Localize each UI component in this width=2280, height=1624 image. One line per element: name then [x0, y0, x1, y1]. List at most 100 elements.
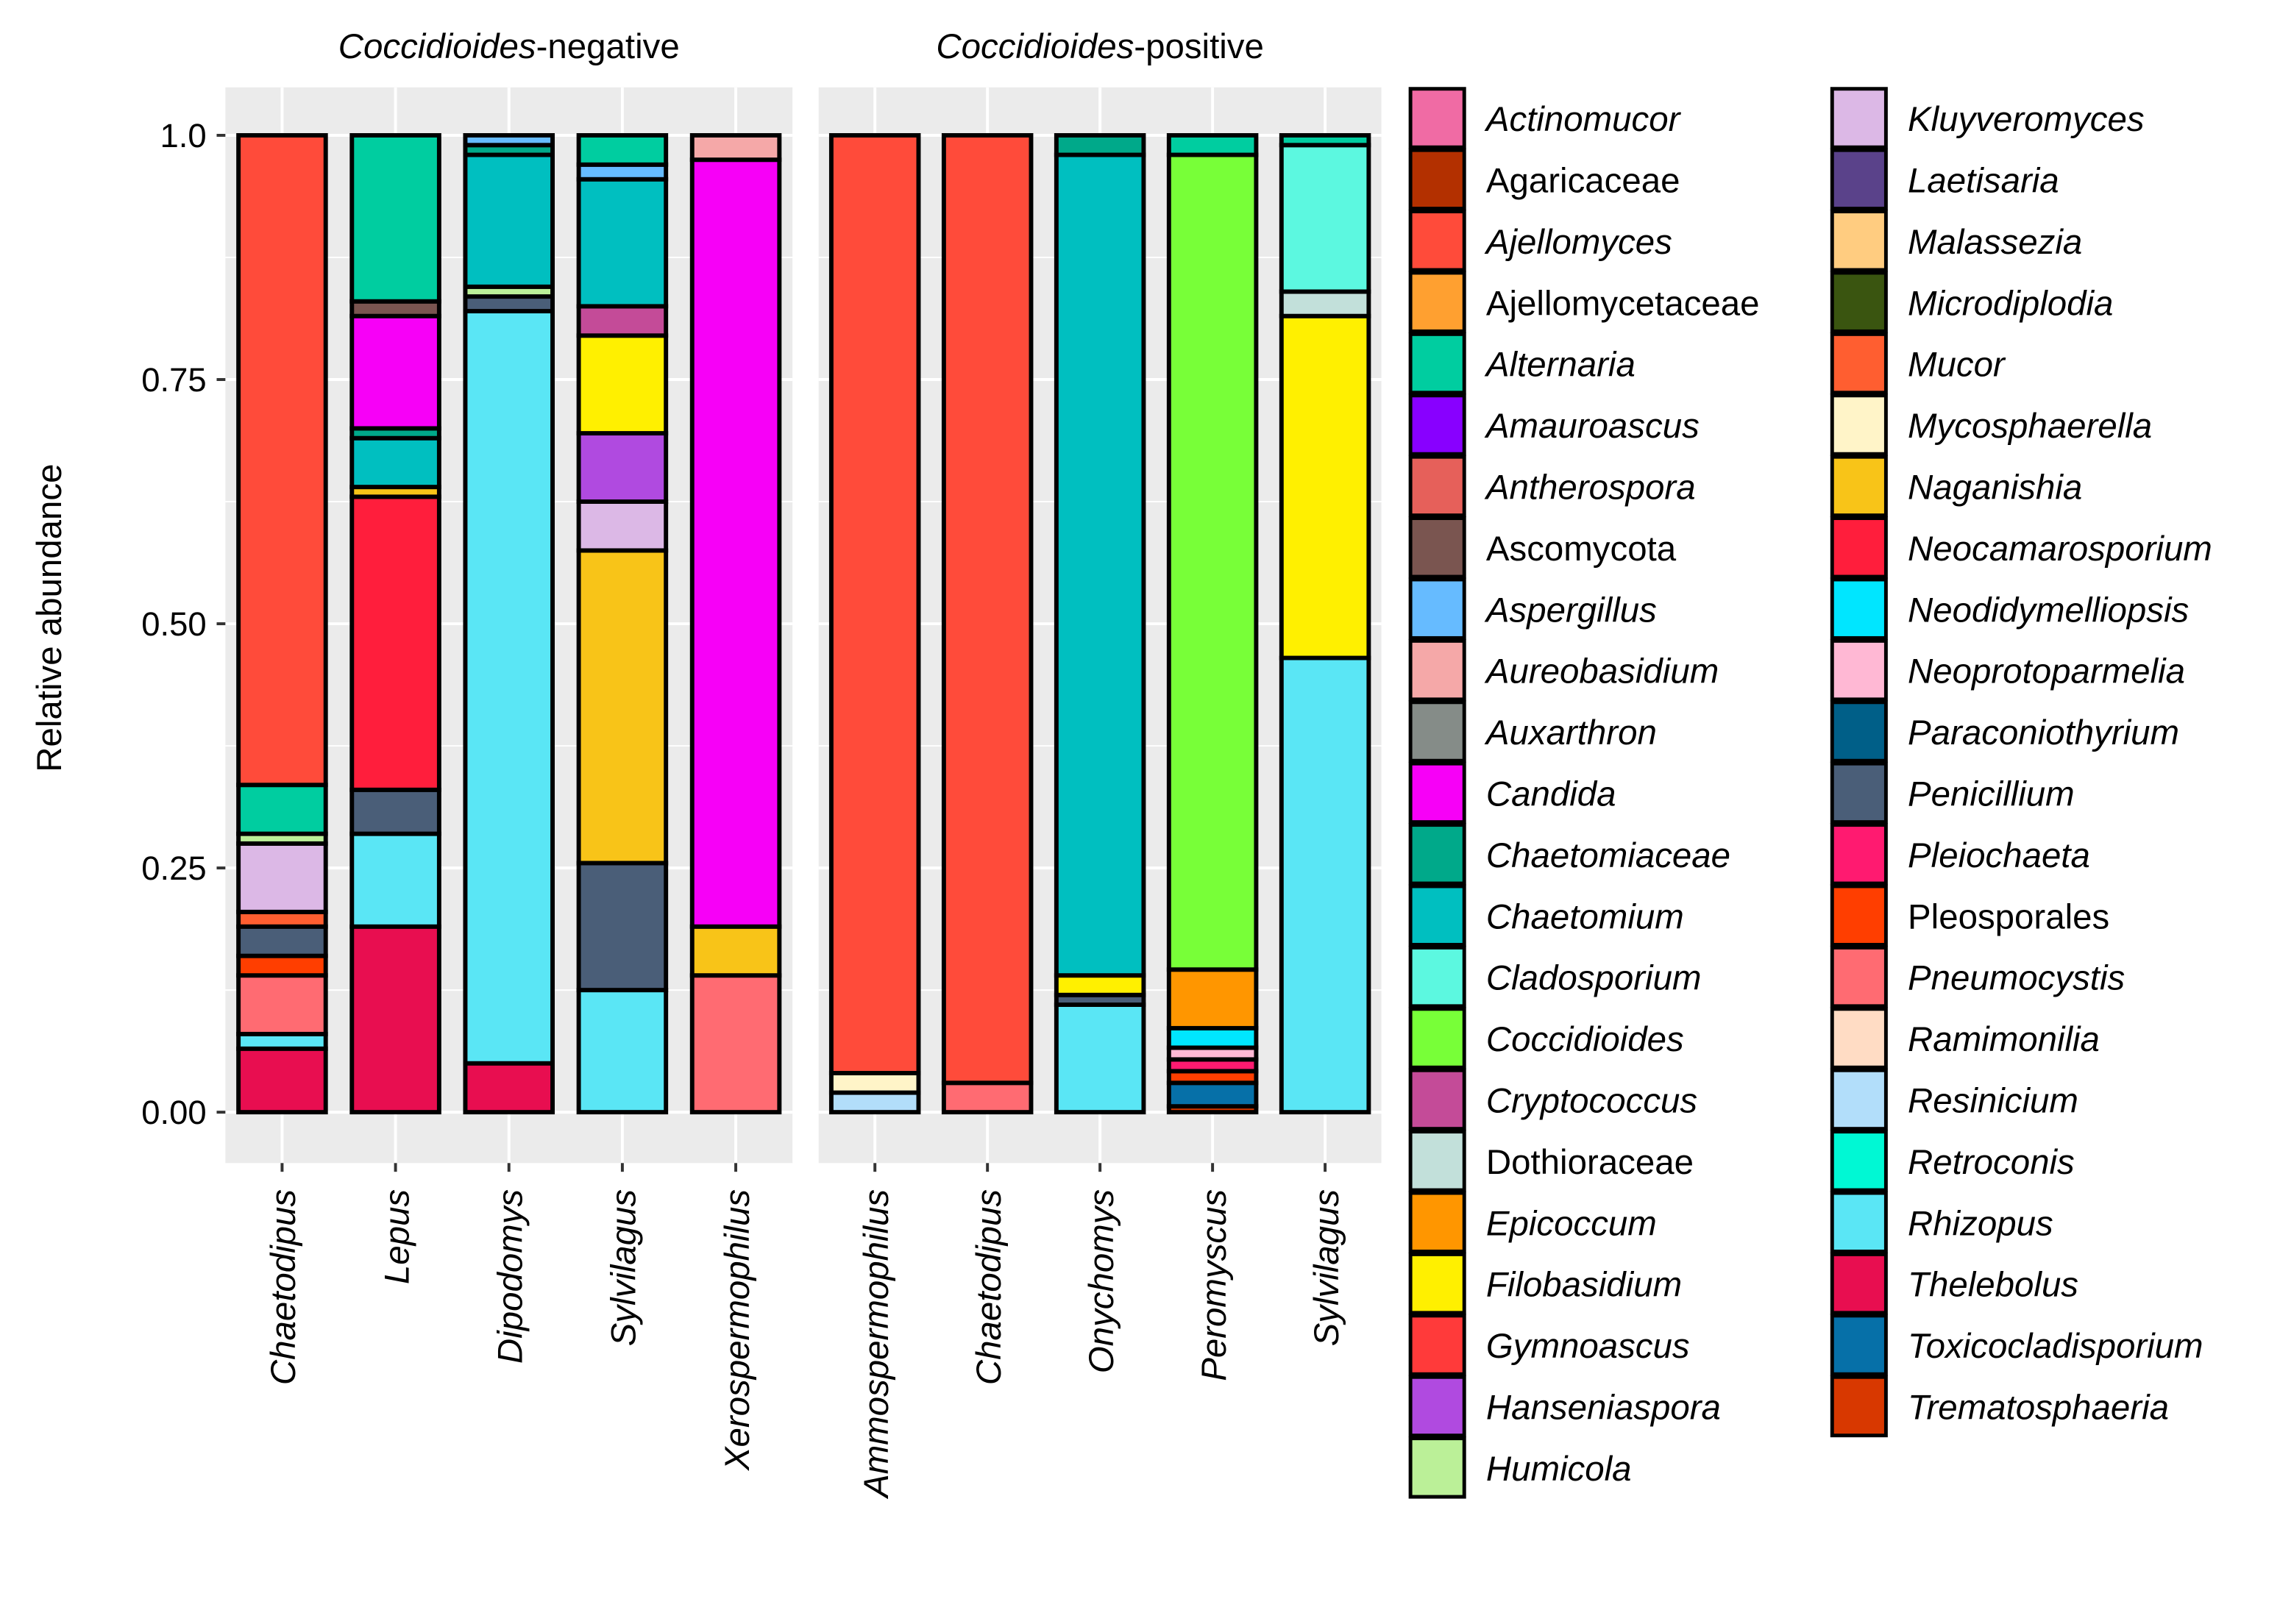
legend-item-epicoccum: Epicoccum [1408, 1191, 1657, 1253]
legend-label: Amauroascus [1484, 407, 1700, 446]
legend-label: Gymnoascus [1486, 1327, 1690, 1366]
legend-item-ajellomycetaceae: Ajellomycetaceae [1408, 271, 1760, 333]
legend-item-candida: Candida [1408, 761, 1616, 825]
legend-swatch [1830, 638, 1888, 702]
legend-label: Paraconiothyrium [1908, 713, 2179, 752]
legend-item-alternaria: Alternaria [1408, 332, 1636, 395]
legend-label: Pleosporales [1908, 897, 2109, 936]
legend-item-pneumocystis: Pneumocystis [1830, 945, 2125, 1008]
bar-segment-ajellomyces [828, 133, 921, 1075]
bar-segment-mycosphaerella [828, 1071, 921, 1095]
legend-item-laetisaria: Laetisaria [1830, 148, 2059, 211]
legend-label: Mycosphaerella [1908, 407, 2152, 446]
legend-swatch [1408, 87, 1466, 149]
legend-swatch [1830, 271, 1888, 333]
legend-label: Filobasidium [1486, 1266, 1682, 1305]
legend-item-cladosporium: Cladosporium [1408, 945, 1701, 1008]
legend-item-rhizopus: Rhizopus [1830, 1191, 2053, 1253]
legend: Actinomucor Agaricaceae Ajellomyces Ajellom… [1408, 87, 2212, 1499]
legend-label: Neocamarosporium [1908, 530, 2212, 569]
legend-swatch [1408, 638, 1466, 702]
legend-label: Naganishia [1908, 468, 2082, 507]
bar-segment-rhizopus [576, 988, 669, 1115]
legend-item-humicola: Humicola [1408, 1436, 1632, 1499]
legend-label: Pleiochaeta [1908, 836, 2090, 875]
y-tick-label: 0.75 [141, 361, 206, 399]
legend-label: Toxicocladisporium [1908, 1327, 2203, 1366]
x-tick-label: Peromyscus [1195, 1189, 1234, 1381]
legend-swatch [1408, 700, 1466, 763]
legend-item-resinicium: Resinicium [1830, 1068, 2078, 1131]
legend-swatch [1830, 332, 1888, 395]
bar-segment-aureobasidium [689, 133, 782, 163]
legend-label: Malassezia [1908, 223, 2082, 262]
legend-swatch [1830, 884, 1888, 947]
legend-label: Antherospora [1484, 468, 1696, 507]
legend-label: Neoprotoparmelia [1908, 652, 2185, 691]
bar-segment-penicillium [576, 861, 669, 993]
bar-segment-rhizopus [349, 831, 441, 929]
legend-item-aureobasidium: Aureobasidium [1408, 638, 1719, 702]
legend-label: Candida [1486, 775, 1616, 814]
bar-segment-thelebolus [236, 1046, 328, 1115]
legend-label: Retroconis [1908, 1143, 2075, 1182]
legend-label: Neodidymelliopsis [1908, 591, 2189, 630]
y-axis: 0.00 0.25 0.50 0.75 1.0 [141, 117, 226, 1131]
legend-item-aspergillus: Aspergillus [1408, 577, 1657, 640]
legend-item-penicillium: Penicillium [1830, 761, 2075, 825]
bar-segment-kluyveromyces [236, 841, 328, 914]
bar-segment-dothioraceae [1279, 289, 1371, 318]
legend-label: Trematosphaeria [1908, 1389, 2169, 1428]
legend-item-trematosphaeria: Trematosphaeria [1830, 1375, 2169, 1438]
bar-segment-hanseniaspora [576, 431, 669, 505]
legend-item-naganishia: Naganishia [1830, 455, 2082, 518]
legend-swatch [1408, 1007, 1466, 1069]
bar-segment-filobasidium [576, 333, 669, 436]
legend-swatch [1830, 761, 1888, 825]
bar-sylvilagus [1279, 133, 1371, 1115]
bar-segment-cryptococcus [576, 304, 669, 338]
bar-segment-alternaria [576, 133, 669, 167]
panel-title-italic: Coccidioides [338, 27, 536, 66]
bar-segment-aspergillus [463, 133, 555, 148]
legend-swatch [1408, 271, 1466, 333]
bar-lepus [349, 133, 441, 1115]
bar-segment-candida [349, 313, 441, 431]
bar-chaetodipus [236, 133, 328, 1115]
x-tick-label: Onychomys [1082, 1189, 1121, 1373]
x-tick-label: Lepus [377, 1189, 416, 1284]
legend-label: Laetisaria [1908, 161, 2059, 200]
legend-item-actinomucor: Actinomucor [1408, 87, 1682, 149]
panel-title-italic: Coccidioides [936, 27, 1134, 66]
legend-item-coccidioides: Coccidioides [1408, 1007, 1684, 1069]
legend-item-cryptococcus: Cryptococcus [1408, 1068, 1697, 1131]
bar-segment-filobasidium [1054, 973, 1146, 997]
legend-swatch [1830, 148, 1888, 211]
legend-item-paraconiothyrium: Paraconiothyrium [1830, 700, 2179, 763]
bar-segment-neocamarosporium [349, 494, 441, 792]
legend-item-malassezia: Malassezia [1830, 210, 2082, 272]
bar-segment-alternaria [236, 783, 328, 836]
bar-onychomys [1054, 133, 1146, 1115]
legend-swatch [1408, 884, 1466, 947]
bar-sylvilagus [576, 133, 669, 1115]
x-tick-label: Chaetodipus [970, 1189, 1009, 1385]
bar-segment-pneumocystis [236, 973, 328, 1036]
legend-label: Chaetomium [1486, 897, 1684, 936]
legend-swatch [1408, 577, 1466, 640]
legend-item-mycosphaerella: Mycosphaerella [1830, 393, 2152, 456]
bar-segment-coccidioides [1166, 152, 1259, 972]
legend-item-ascomycota: Ascomycota [1408, 516, 1677, 579]
legend-item-agaricaceae: Agaricaceae [1408, 148, 1680, 211]
legend-swatch [1830, 393, 1888, 456]
legend-item-pleiochaeta: Pleiochaeta [1830, 823, 2090, 886]
panel-1: Coccidioides-negative Chaetodipus Lepus Dip… [225, 27, 793, 1471]
legend-label: Chaetomiaceae [1486, 836, 1730, 875]
legend-swatch [1830, 577, 1888, 640]
legend-item-dothioraceae: Dothioraceae [1408, 1130, 1694, 1192]
panel-title-rest: -negative [536, 27, 680, 66]
legend-swatch [1830, 1068, 1888, 1131]
bar-segment-penicillium [349, 787, 441, 836]
